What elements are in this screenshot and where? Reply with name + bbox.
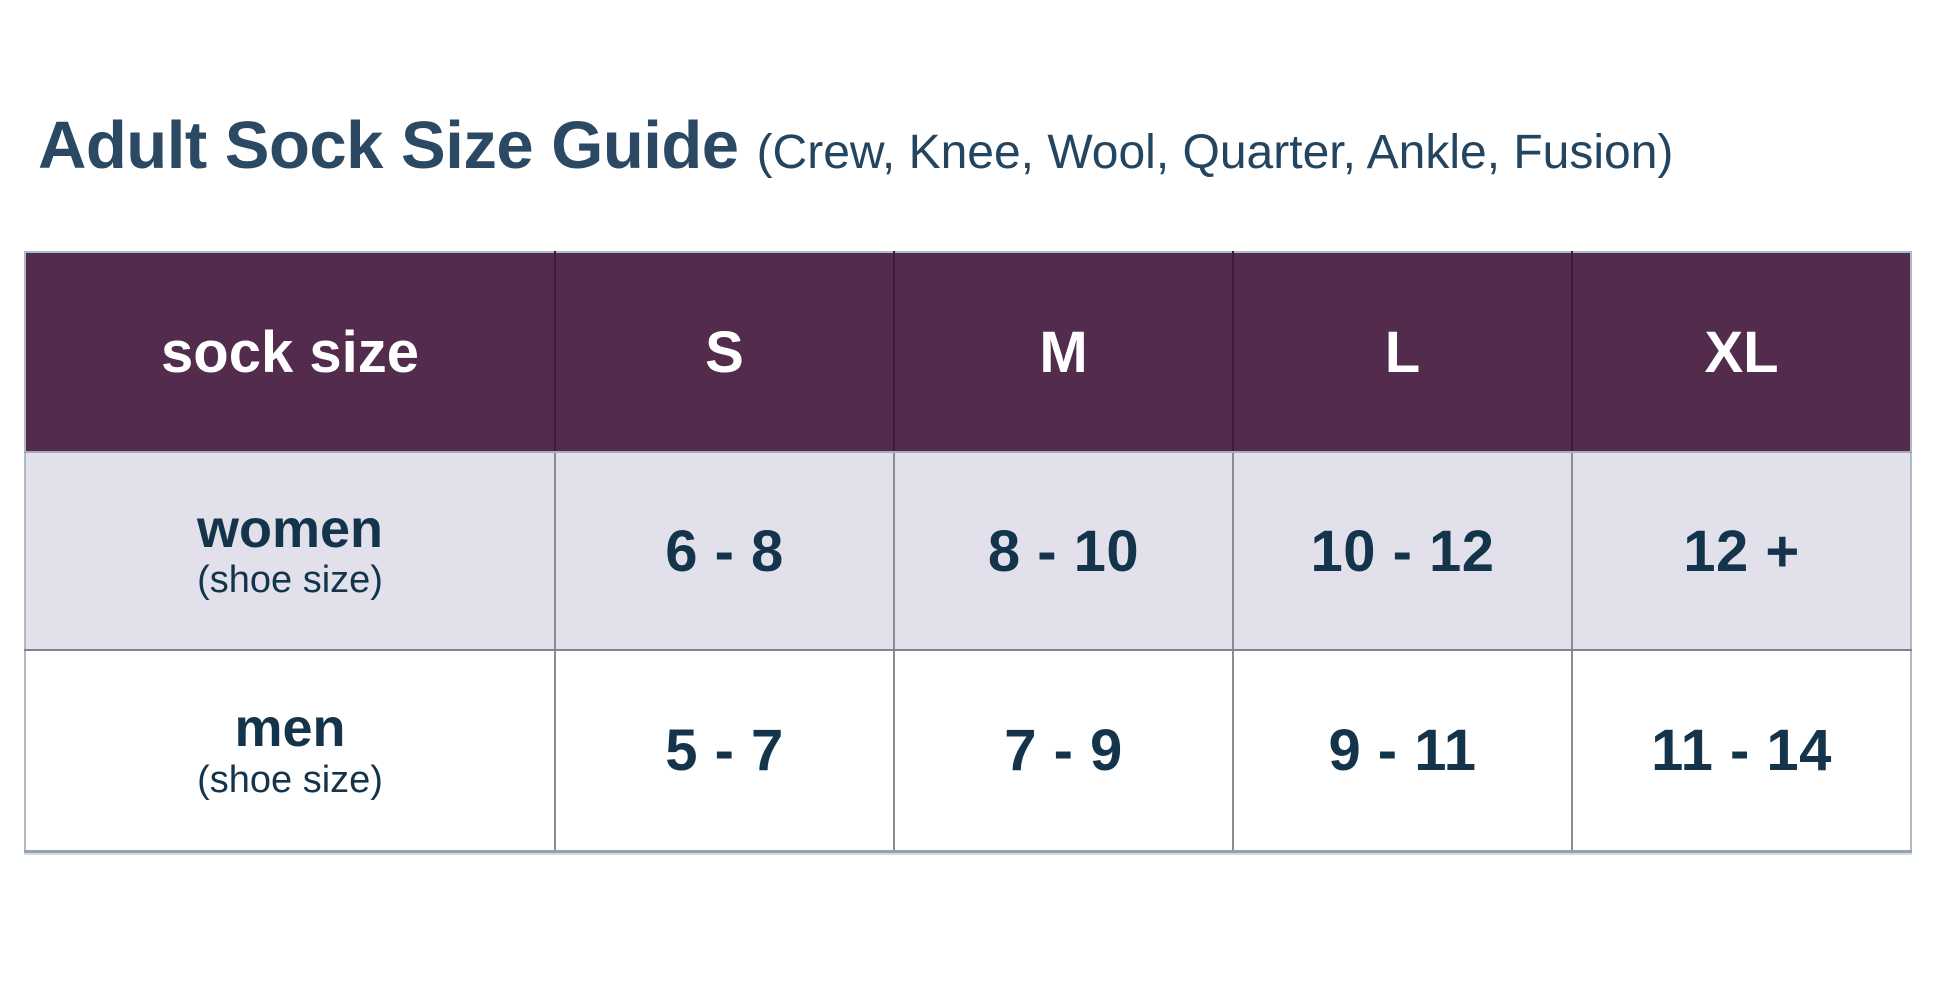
cell-women-l: 10 - 12 xyxy=(1233,452,1573,651)
cell-men-m: 7 - 9 xyxy=(894,650,1234,852)
row-label-men: men xyxy=(234,698,346,759)
col-header-size-xl: XL xyxy=(1572,252,1911,453)
row-header-women: women (shoe size) xyxy=(25,452,556,651)
cell-men-l: 9 - 11 xyxy=(1233,650,1573,852)
cell-men-s: 5 - 7 xyxy=(555,650,895,852)
row-header-men: men (shoe size) xyxy=(25,650,556,852)
cell-women-xl: 12 + xyxy=(1572,452,1911,651)
col-header-size-s: S xyxy=(555,252,895,453)
page-title: Adult Sock Size Guide xyxy=(38,108,739,183)
row-label-women: women xyxy=(196,498,384,559)
cell-women-m: 8 - 10 xyxy=(894,452,1234,651)
cell-women-s: 6 - 8 xyxy=(555,452,895,651)
cell-men-xl: 11 - 14 xyxy=(1572,650,1911,852)
table-row-men: men (shoe size) 5 - 7 7 - 9 9 - 11 11 - … xyxy=(25,650,1911,852)
col-header-sock-size: sock size xyxy=(25,252,556,453)
table-row-women: women (shoe size) 6 - 8 8 - 10 10 - 12 1… xyxy=(25,452,1911,651)
col-header-size-l: L xyxy=(1233,252,1573,453)
row-sublabel-men: (shoe size) xyxy=(197,758,383,801)
col-header-size-m: M xyxy=(894,252,1234,453)
row-sublabel-women: (shoe size) xyxy=(197,559,383,602)
page-subtitle: (Crew, Knee, Wool, Quarter, Ankle, Fusio… xyxy=(756,126,1674,179)
sock-size-table: sock size S M L XL women (shoe size) 6 -… xyxy=(24,251,1912,853)
page-title-block: Adult Sock Size Guide (Crew, Knee, Wool,… xyxy=(38,112,1673,179)
table-header-row: sock size S M L XL xyxy=(25,252,1911,453)
